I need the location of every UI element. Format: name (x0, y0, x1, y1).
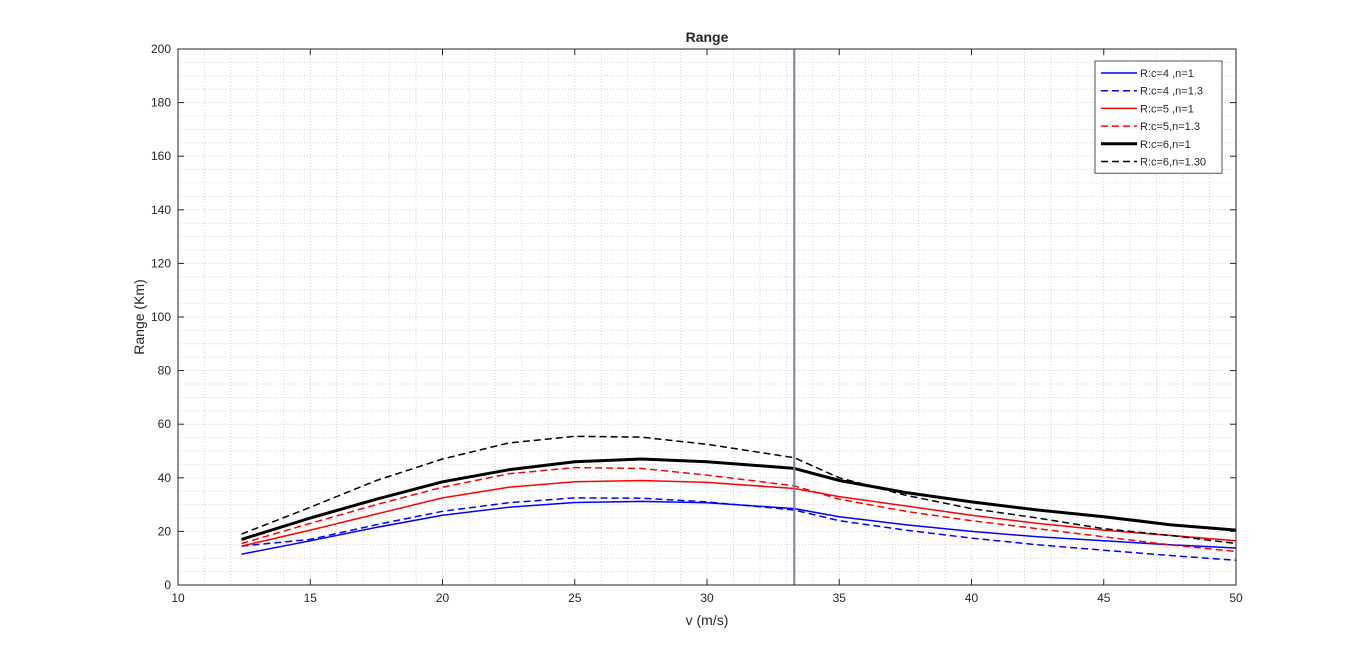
y-tick-label: 60 (158, 417, 172, 431)
series-line-3 (241, 479, 1237, 547)
chart-title: Range (686, 29, 729, 45)
x-tick-label: 40 (965, 591, 979, 605)
y-tick-label: 160 (151, 149, 171, 163)
legend-label-2: R:c=4 ,n=1.3 (1140, 86, 1203, 98)
legend-label-3: R:c=5 ,n=1 (1140, 103, 1194, 115)
y-tick-label: 40 (158, 471, 172, 485)
series-line-2 (241, 497, 1237, 562)
x-tick-label: 30 (700, 591, 714, 605)
x-tick-label: 25 (568, 591, 582, 605)
legend-label-4: R:c=5,n=1.3 (1140, 121, 1200, 133)
y-tick-label: 180 (151, 96, 171, 110)
legend: R:c=4 ,n=1 R:c=4 ,n=1.3 R:c=5 ,n=1 R:c=5,n=… (1094, 60, 1223, 174)
y-axis-label: Range (Km) (131, 279, 147, 354)
legend-label-6: R:c=6,n=1.30 (1140, 157, 1206, 169)
grid (178, 49, 1236, 585)
x-tick-label: 50 (1229, 591, 1243, 605)
y-axis-ticks: 0 20 40 60 80 100 120 140 160 180 200 (151, 42, 1236, 592)
x-tick-label: 35 (833, 591, 847, 605)
x-tick-label: 15 (304, 591, 318, 605)
y-tick-label: 120 (151, 256, 171, 270)
legend-label-1: R:c=4 ,n=1 (1140, 68, 1194, 80)
y-tick-label: 140 (151, 203, 171, 217)
legend-box (1094, 60, 1223, 174)
legend-label-5: R:c=6,n=1 (1140, 139, 1191, 151)
y-tick-label: 200 (151, 42, 171, 56)
y-tick-label: 0 (164, 578, 171, 592)
y-tick-label: 100 (151, 310, 171, 324)
x-axis-ticks: 10 15 20 25 30 35 40 45 50 (171, 49, 1243, 605)
series-line-6 (241, 435, 1237, 545)
series-line-1 (241, 500, 1237, 555)
y-tick-label: 20 (158, 524, 172, 538)
series-line-5 (241, 457, 1237, 541)
x-tick-label: 45 (1097, 591, 1111, 605)
series-line-4 (241, 466, 1237, 553)
x-tick-label: 10 (171, 591, 185, 605)
x-tick-label: 20 (436, 591, 450, 605)
y-tick-label: 80 (158, 364, 172, 378)
series-layer (241, 435, 1237, 562)
x-axis-label: v (m/s) (686, 612, 729, 628)
